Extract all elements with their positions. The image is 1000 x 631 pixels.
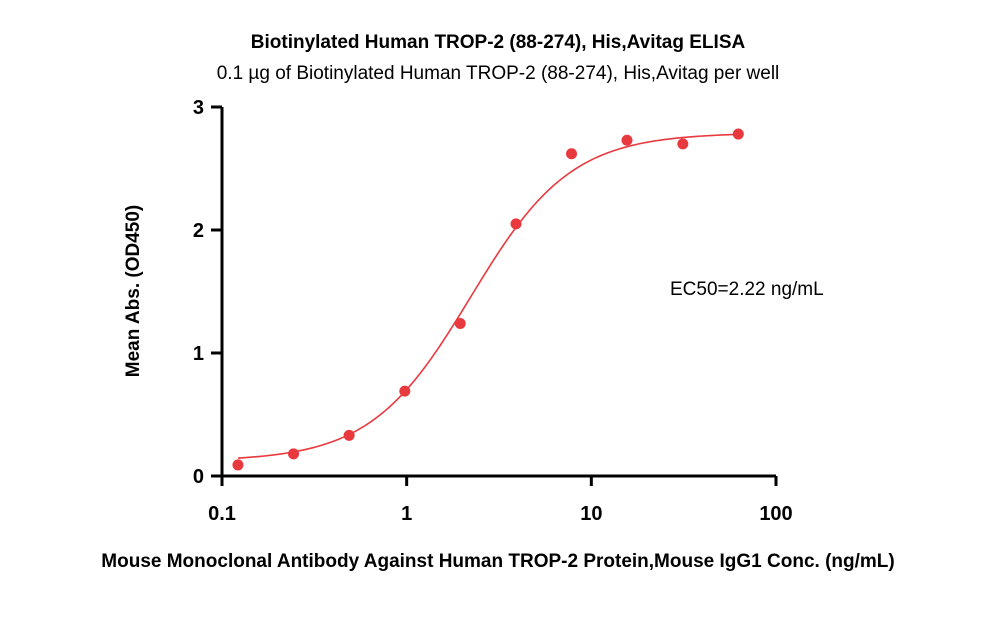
data-point: [677, 138, 689, 150]
data-point: [288, 448, 300, 460]
data-point: [566, 148, 578, 160]
ec50-annotation: EC50=2.22 ng/mL: [670, 279, 824, 300]
y-tick-label: 1: [193, 343, 204, 365]
y-tick-label: 3: [193, 97, 204, 119]
chart-subtitle: 0.1 µg of Biotinylated Human TROP-2 (88-…: [217, 63, 780, 84]
x-tick-label: 0.1: [208, 503, 236, 525]
x-axis-label: Mouse Monoclonal Antibody Against Human …: [101, 551, 894, 572]
data-point: [732, 128, 744, 140]
y-tick-label: 2: [193, 220, 204, 242]
x-tick-label: 100: [759, 503, 792, 525]
chart-title: Biotinylated Human TROP-2 (88-274), His,…: [251, 32, 746, 53]
data-point: [510, 218, 522, 230]
fit-curve: [237, 133, 739, 459]
data-point: [232, 459, 244, 471]
y-axis-label: Mean Abs. (OD450): [123, 205, 144, 377]
x-tick-label: 10: [580, 503, 602, 525]
data-points: [232, 128, 744, 471]
data-point: [343, 429, 355, 441]
y-ticks: 0 1 2 3: [193, 97, 222, 488]
data-point: [454, 317, 466, 329]
axes: [220, 107, 776, 478]
x-ticks: 0.1 1 10 100: [208, 476, 793, 525]
y-tick-label: 0: [193, 466, 204, 488]
x-tick-label: 1: [401, 503, 412, 525]
data-point: [399, 385, 411, 397]
data-point: [621, 134, 633, 146]
